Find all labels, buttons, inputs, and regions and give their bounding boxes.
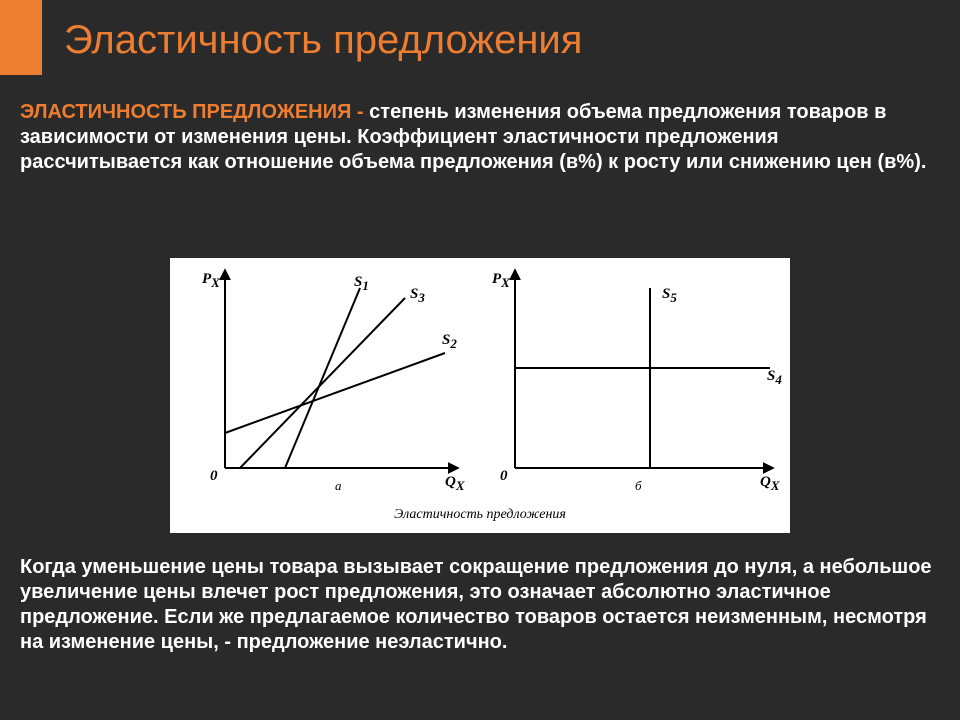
svg-text:0: 0 — [500, 468, 508, 484]
svg-text:PX: PX — [492, 271, 510, 290]
explanation-paragraph: Когда уменьшение цены товара вызывает со… — [20, 555, 940, 655]
dash: - — [351, 101, 369, 123]
svg-text:S2: S2 — [442, 332, 457, 351]
svg-text:S4: S4 — [767, 368, 782, 387]
svg-text:QX: QX — [445, 474, 465, 493]
svg-text:PX: PX — [202, 271, 220, 290]
definition-term: ЭЛАСТИЧНОСТЬ ПРЕДЛОЖЕНИЯ — [20, 101, 351, 123]
figure-caption: Эластичность предложения — [394, 507, 566, 522]
svg-text:0: 0 — [210, 468, 218, 484]
curve-s2 — [225, 353, 445, 433]
elasticity-figure: PX QX 0 S1 S3 S2 а PX QX 0 S5 S4 б Эласт… — [170, 258, 790, 533]
curve-s3 — [240, 298, 405, 468]
svg-text:S5: S5 — [662, 286, 677, 305]
slide-title: Эластичность предложения — [64, 18, 582, 63]
left-chart: PX QX 0 S1 S3 S2 а — [202, 271, 465, 493]
svg-text:б: б — [635, 478, 642, 493]
accent-bar — [0, 0, 42, 75]
definition-paragraph: ЭЛАСТИЧНОСТЬ ПРЕДЛОЖЕНИЯ - степень измен… — [20, 100, 940, 175]
svg-text:а: а — [335, 478, 342, 493]
right-chart: PX QX 0 S5 S4 б — [492, 271, 782, 493]
svg-text:S3: S3 — [410, 286, 425, 305]
svg-text:QX: QX — [760, 474, 780, 493]
curve-s1 — [285, 288, 360, 468]
svg-text:S1: S1 — [354, 274, 369, 293]
